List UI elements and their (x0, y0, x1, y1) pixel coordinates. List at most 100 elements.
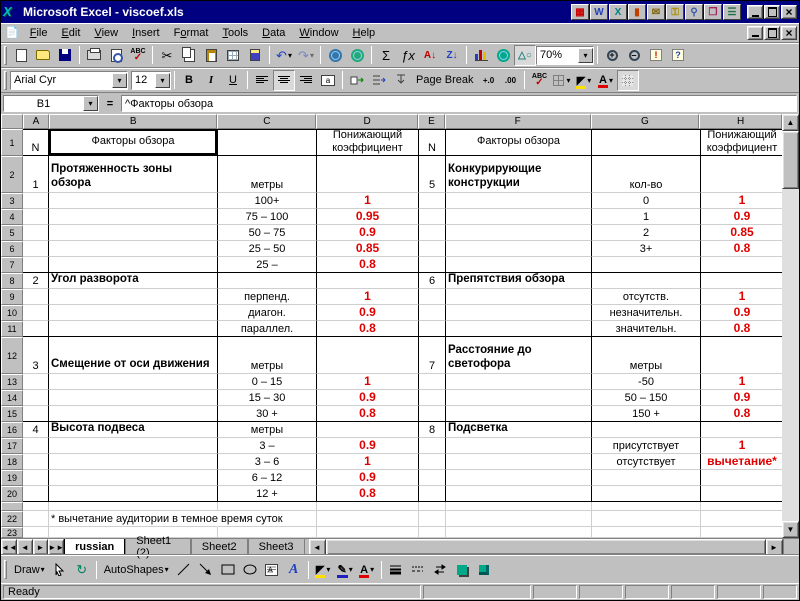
sheet-tab-sheet2[interactable]: Sheet2 (190, 539, 248, 555)
cell-H14[interactable]: 0.9 (701, 390, 782, 406)
help-button[interactable]: ? (667, 45, 689, 66)
redo-dropdown-icon[interactable]: ▾ (309, 50, 314, 60)
sheet-tab-sheet1-2-[interactable]: Sheet1 (2) (125, 535, 191, 559)
font-size-combobox[interactable]: 12 ▾ (131, 70, 171, 90)
cell-B8[interactable]: Угол разворота (49, 273, 218, 289)
shadow-button[interactable] (451, 559, 473, 580)
toolbar-drag-handle[interactable] (4, 45, 7, 65)
web-toolbar-button[interactable] (346, 45, 368, 66)
wordart-button[interactable]: A (283, 559, 305, 580)
scroll-up-icon[interactable]: ▲ (782, 114, 799, 131)
cell-G10[interactable]: незначительн. (592, 305, 701, 321)
cell-E9[interactable] (419, 289, 446, 305)
cell-F16[interactable]: Подсветка (446, 422, 592, 438)
spelling-button[interactable]: ABC ✓ (127, 45, 149, 66)
cell-G9[interactable]: отсутств. (592, 289, 701, 305)
copy-button[interactable] (178, 45, 200, 66)
cell-G11[interactable]: значительн. (592, 321, 701, 337)
cell-H2[interactable] (701, 156, 782, 193)
cell-H11[interactable]: 0.8 (701, 321, 782, 337)
cell-F18[interactable] (446, 454, 592, 470)
borders-dropdown-icon[interactable]: ▾ (566, 75, 571, 85)
insert-cells-button[interactable] (346, 70, 368, 91)
cell-C20[interactable]: 12 + (218, 486, 317, 502)
cell-H16[interactable] (701, 422, 782, 438)
select-all-corner[interactable] (1, 114, 23, 129)
access-key-icon[interactable]: ⚿ (666, 4, 684, 20)
menu-help[interactable]: Help (352, 26, 376, 39)
scroll-left-icon[interactable]: ◄ (308, 539, 326, 556)
cell-G22[interactable] (592, 511, 701, 527)
cell-H13[interactable]: 1 (701, 374, 782, 390)
font-dropdown-icon[interactable]: ▾ (112, 72, 127, 88)
cell-H1[interactable]: Понижающий коэффициент (701, 129, 782, 156)
cell-E18[interactable] (419, 454, 446, 470)
cell-E16[interactable]: 8 (419, 422, 446, 438)
cell-E3[interactable] (419, 193, 446, 209)
cell-B14[interactable] (49, 390, 218, 406)
row-header-11[interactable]: 11 (1, 321, 23, 337)
column-header-H[interactable]: H (699, 114, 782, 129)
cell-A10[interactable] (23, 305, 49, 321)
cell-H12[interactable] (701, 337, 782, 374)
column-header-E[interactable]: E (417, 114, 445, 129)
cell-E12[interactable]: 7 (419, 337, 446, 374)
menu-insert[interactable]: Insert (132, 26, 160, 39)
cell-H7[interactable] (701, 257, 782, 273)
rectangle-tool-button[interactable] (217, 559, 239, 580)
cell-D16[interactable] (317, 422, 419, 438)
cell-G18[interactable]: отсутствует (592, 454, 701, 470)
cell-H8[interactable] (701, 273, 782, 289)
office-logo-icon[interactable]: ▦ (571, 4, 589, 20)
powerpoint-icon[interactable]: ▮ (628, 4, 646, 20)
cell-H4[interactable]: 0.9 (701, 209, 782, 225)
zoom-dropdown-icon[interactable]: ▾ (578, 47, 593, 63)
zoom-combobox[interactable]: 70% ▾ (536, 45, 594, 65)
cell-A14[interactable] (23, 390, 49, 406)
cell-B16[interactable]: Высота подвеса (49, 422, 218, 438)
cell-H3[interactable]: 1 (701, 193, 782, 209)
cell-D5[interactable]: 0.9 (317, 225, 419, 241)
format-painter-button[interactable] (244, 45, 266, 66)
menu-tools[interactable]: Tools (222, 26, 249, 39)
window-titlebar[interactable]: Microsoft Excel - viscoef.xls ▦ W X ▮ ✉ … (1, 1, 799, 23)
print-button[interactable] (83, 45, 105, 66)
cell-H18[interactable]: вычетание* (701, 454, 782, 470)
cell-D12[interactable] (317, 337, 419, 374)
cell-G7[interactable] (592, 257, 701, 273)
cell-A22[interactable] (23, 511, 49, 527)
cell-D11[interactable]: 0.8 (317, 321, 419, 337)
toolbar-drag-handle[interactable] (4, 70, 7, 90)
page-break-button[interactable]: Page Break (412, 70, 477, 91)
cell-D19[interactable]: 0.9 (317, 470, 419, 486)
excel-shortcut-icon[interactable]: X (609, 4, 627, 20)
vertical-scroll-track[interactable] (782, 189, 799, 521)
free-rotate-button[interactable]: ↻ (71, 559, 93, 580)
decrease-decimal-button[interactable]: .00 (499, 70, 521, 91)
cell-G17[interactable]: присутствует (592, 438, 701, 454)
vertical-scroll-thumb[interactable] (782, 131, 799, 189)
cell-B23[interactable] (49, 527, 218, 538)
cell-G13[interactable]: -50 (592, 374, 701, 390)
redo-button[interactable]: ↷ ▾ (295, 45, 317, 66)
cell-C8[interactable] (218, 273, 317, 289)
menu-edit[interactable]: Edit (61, 26, 81, 39)
arrow-style-button[interactable] (429, 559, 451, 580)
merge-center-button[interactable]: a (317, 70, 339, 91)
cell-A21[interactable] (23, 502, 49, 511)
cell-D4[interactable]: 0.95 (317, 209, 419, 225)
cell-E14[interactable] (419, 390, 446, 406)
row-header-3[interactable]: 3 (1, 193, 23, 209)
cell-G23[interactable] (592, 527, 701, 538)
cell-H22[interactable] (701, 511, 782, 527)
horizontal-scroll-thumb[interactable] (325, 539, 766, 555)
cell-A4[interactable] (23, 209, 49, 225)
size-dropdown-icon[interactable]: ▾ (155, 72, 170, 88)
menu-format[interactable]: Format (173, 26, 209, 39)
menu-window[interactable]: Window (299, 26, 339, 39)
font-color-dropdown-icon[interactable]: ▾ (608, 75, 613, 85)
line-style-button[interactable] (385, 559, 407, 580)
first-sheet-button[interactable]: ◄◄ (1, 539, 17, 555)
cell-F13[interactable] (446, 374, 592, 390)
binder-icon[interactable]: ❒ (704, 4, 722, 20)
